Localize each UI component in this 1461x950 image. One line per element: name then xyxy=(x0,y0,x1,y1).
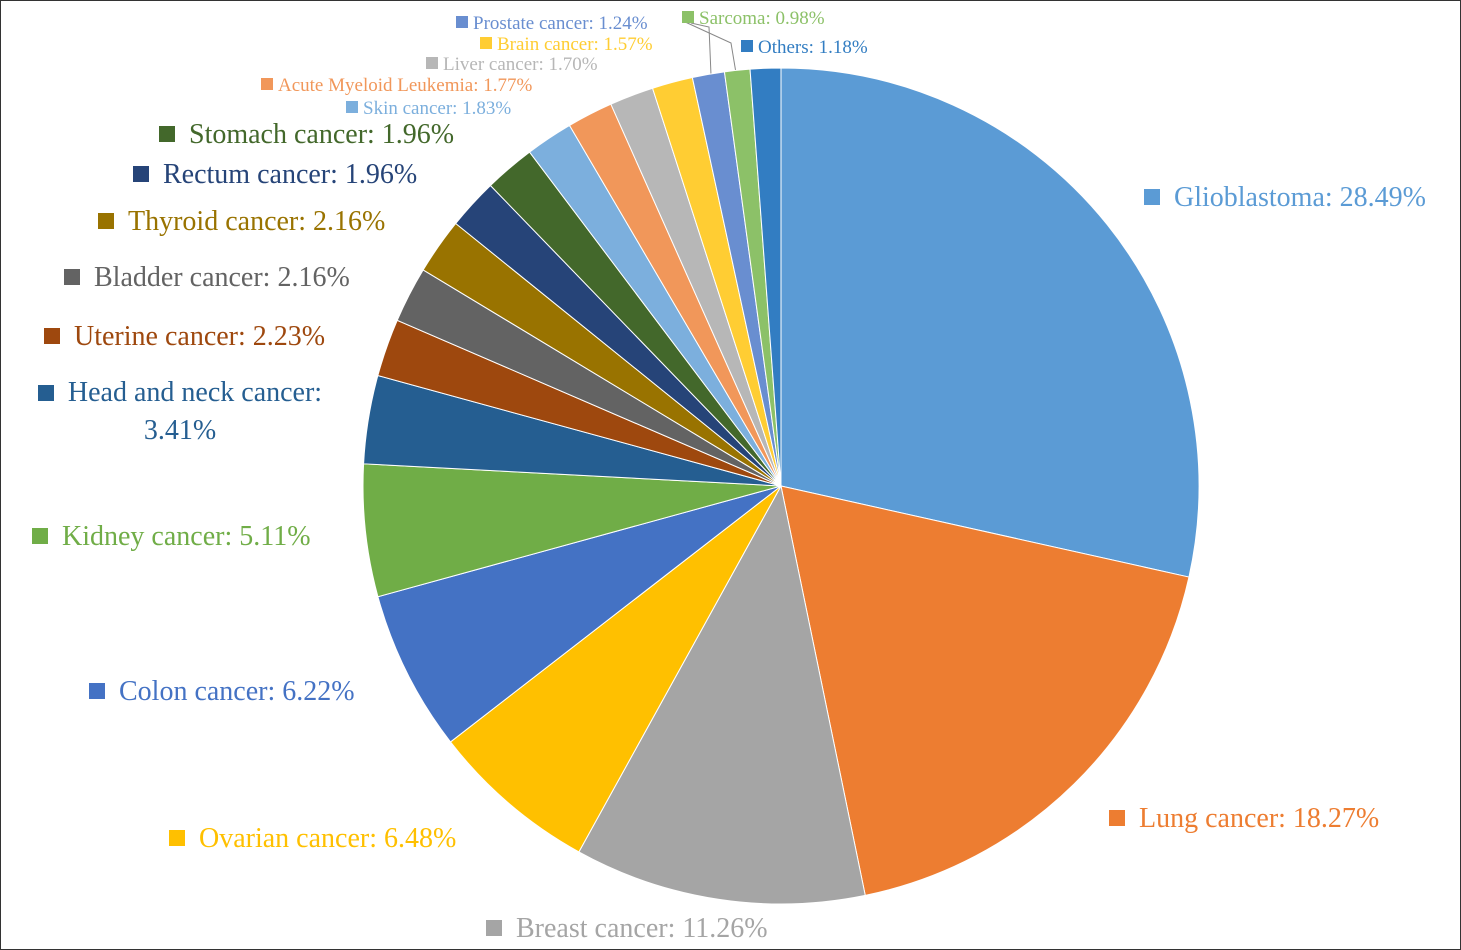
label-text: Stomach cancer: 1.96% xyxy=(189,118,455,150)
data-label: Brain cancer: 1.57% xyxy=(480,33,653,58)
label-text: Colon cancer: 6.22% xyxy=(119,675,355,707)
legend-swatch xyxy=(261,78,273,91)
legend-swatch xyxy=(169,830,185,847)
label-text: Uterine cancer: 2.23% xyxy=(74,320,326,352)
legend-swatch xyxy=(682,11,694,24)
data-label: Others: 1.18% xyxy=(741,36,868,61)
label-text: Brain cancer: 1.57% xyxy=(497,33,653,55)
data-label: Kidney cancer: 5.11% xyxy=(32,519,311,555)
data-label: Uterine cancer: 2.23% xyxy=(44,319,325,355)
label-text: Thyroid cancer: 2.16% xyxy=(128,205,386,237)
legend-swatch xyxy=(1109,810,1125,827)
legend-swatch xyxy=(159,126,175,143)
data-label: Head and neck cancer: 3.41% xyxy=(15,374,345,450)
data-label: Sarcoma: 0.98% xyxy=(682,7,825,32)
leader-line xyxy=(682,20,737,74)
legend-swatch xyxy=(44,328,60,345)
label-text: Sarcoma: 0.98% xyxy=(699,7,825,29)
label-text: Glioblastoma: 28.49% xyxy=(1174,181,1426,213)
label-text: Breast cancer: 11.26% xyxy=(516,912,768,944)
data-label: Stomach cancer: 1.96% xyxy=(159,117,454,153)
label-text: Others: 1.18% xyxy=(758,36,868,58)
data-label: Breast cancer: 11.26% xyxy=(486,911,768,947)
legend-swatch xyxy=(480,37,492,50)
pie-slice xyxy=(780,485,1190,897)
pie-slice xyxy=(449,485,782,853)
legend-swatch xyxy=(1144,189,1160,206)
label-text: Rectum cancer: 1.96% xyxy=(163,158,418,190)
label-text: Lung cancer: 18.27% xyxy=(1139,802,1380,834)
legend-swatch xyxy=(32,528,48,545)
legend-swatch xyxy=(741,40,753,53)
data-label: Ovarian cancer: 6.48% xyxy=(169,821,456,857)
legend-swatch xyxy=(64,269,80,286)
legend-swatch xyxy=(133,166,149,183)
data-label: Acute Myeloid Leukemia: 1.77% xyxy=(261,74,532,99)
label-text: Prostate cancer: 1.24% xyxy=(473,12,648,34)
data-label: Glioblastoma: 28.49% xyxy=(1144,180,1426,216)
data-label: Lung cancer: 18.27% xyxy=(1109,801,1379,837)
label-text: Ovarian cancer: 6.48% xyxy=(199,822,457,854)
legend-swatch xyxy=(456,16,468,29)
data-label: Skin cancer: 1.83% xyxy=(346,97,511,122)
legend-swatch xyxy=(98,213,114,230)
label-text: Acute Myeloid Leukemia: 1.77% xyxy=(278,74,533,96)
data-label: Prostate cancer: 1.24% xyxy=(456,12,648,37)
pie-slice xyxy=(749,67,782,487)
data-label: Liver cancer: 1.70% xyxy=(426,53,598,78)
legend-swatch xyxy=(89,683,105,700)
label-text: Bladder cancer: 2.16% xyxy=(94,261,350,293)
label-text: Kidney cancer: 5.11% xyxy=(62,520,311,552)
data-label: Colon cancer: 6.22% xyxy=(89,674,355,710)
label-text: Skin cancer: 1.83% xyxy=(363,97,512,119)
leader-line xyxy=(690,22,712,76)
legend-swatch xyxy=(486,920,502,937)
data-label: Bladder cancer: 2.16% xyxy=(64,260,350,296)
legend-swatch xyxy=(346,101,358,114)
data-label: Thyroid cancer: 2.16% xyxy=(98,204,385,240)
pie-slice xyxy=(578,484,866,905)
label-text: Head and neck cancer: 3.41% xyxy=(67,377,323,446)
legend-swatch xyxy=(426,57,438,70)
legend-swatch xyxy=(37,384,54,401)
data-label: Rectum cancer: 1.96% xyxy=(133,157,417,193)
pie-slice xyxy=(780,67,1200,578)
pie-slice xyxy=(377,485,782,743)
label-text: Liver cancer: 1.70% xyxy=(443,53,598,75)
